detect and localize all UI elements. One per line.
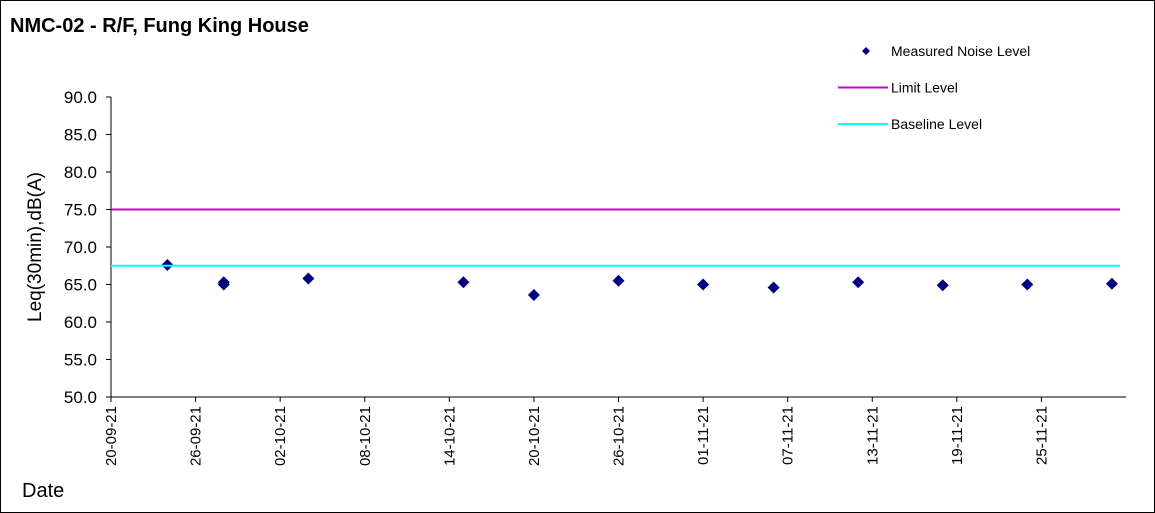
data-point [527, 289, 540, 301]
y-tick-label: 90.0 [64, 88, 97, 107]
legend-label: Measured Noise Level [891, 43, 1030, 59]
data-point [217, 278, 230, 291]
chart-title: NMC-02 - R/F, Fung King House [10, 15, 309, 37]
x-tick-label: 02-10-21 [272, 406, 289, 466]
legend-label: Limit Level [891, 80, 958, 96]
x-tick-label: 26-10-21 [611, 406, 628, 466]
data-point [767, 281, 780, 294]
x-axis-label: Date [22, 480, 64, 502]
y-tick-label: 80.0 [64, 163, 97, 182]
y-tick-label: 70.0 [64, 238, 97, 257]
x-tick-label: 14-10-21 [441, 406, 458, 466]
x-tick-label: 07-11-21 [780, 406, 797, 465]
data-point [1105, 277, 1118, 290]
x-tick-label: 19-11-21 [949, 406, 966, 465]
y-tick-label: 65.0 [64, 276, 97, 295]
x-tick-label: 25-11-21 [1033, 406, 1050, 465]
y-axis-label: Leq(30min),dB(A) [25, 172, 46, 322]
x-tick-label: 20-09-21 [103, 406, 120, 466]
x-tick-label: 08-10-21 [357, 406, 374, 466]
x-tick-label: 01-11-21 [695, 406, 712, 465]
x-tick-label: 26-09-21 [188, 406, 205, 466]
data-point [1021, 278, 1034, 291]
x-tick-label: 13-11-21 [864, 406, 881, 465]
y-tick-label: 60.0 [64, 313, 97, 332]
y-tick-label: 55.0 [64, 351, 97, 370]
x-tick-label: 20-10-21 [526, 406, 543, 466]
legend-label: Baseline Level [891, 116, 982, 132]
data-point [302, 272, 315, 285]
y-tick-label: 75.0 [64, 201, 97, 220]
data-point [457, 276, 470, 289]
data-point [697, 278, 710, 291]
data-point [852, 276, 865, 289]
y-tick-label: 50.0 [64, 388, 97, 407]
y-tick-label: 85.0 [64, 126, 97, 145]
legend-marker [862, 47, 870, 55]
data-point [936, 279, 949, 292]
data-point [612, 274, 625, 287]
